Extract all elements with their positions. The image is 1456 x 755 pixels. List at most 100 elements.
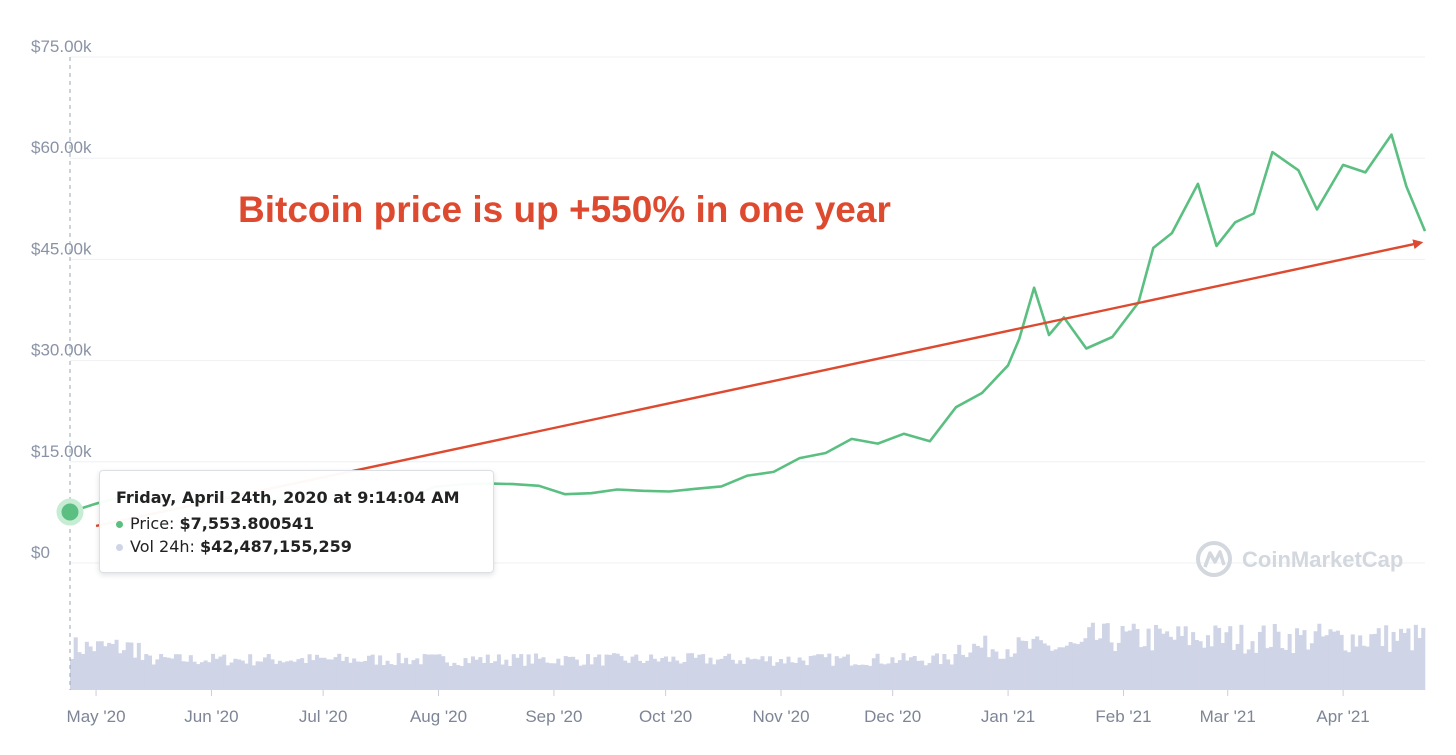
volume-bar	[170, 658, 175, 690]
volume-bar	[530, 663, 535, 690]
volume-bar	[983, 635, 988, 690]
tooltip-price-label: Price:	[130, 514, 175, 533]
volume-bar	[240, 660, 245, 690]
volume-bar	[181, 661, 186, 690]
volume-bar	[786, 656, 791, 690]
volume-bar	[1399, 628, 1404, 690]
volume-bar	[214, 658, 219, 690]
volume-bar	[318, 657, 323, 690]
volume-bar	[511, 654, 516, 690]
volume-bar	[675, 660, 680, 690]
volume-bar	[1354, 646, 1359, 690]
volume-bar	[470, 656, 475, 690]
volume-bar	[70, 658, 75, 690]
volume-bar	[908, 657, 913, 690]
volume-bar	[303, 663, 308, 690]
volume-bar	[960, 654, 965, 690]
volume-bar	[645, 660, 650, 690]
volume-bar	[541, 657, 546, 690]
volume-bar	[374, 664, 379, 690]
volume-bar	[1239, 624, 1244, 690]
volume-bar	[1335, 630, 1340, 690]
volume-bar	[979, 647, 984, 690]
volume-bar	[1228, 626, 1233, 690]
volume-bar	[1012, 653, 1017, 690]
volume-bar	[834, 656, 839, 690]
volume-bar	[1139, 647, 1144, 690]
volume-bar	[519, 654, 524, 690]
volume-bar	[133, 657, 138, 690]
volume-bar	[652, 658, 657, 690]
volume-bar	[682, 662, 687, 690]
volume-bar	[1072, 643, 1077, 690]
x-tick-label: Mar '21	[1200, 707, 1256, 726]
volume-bar	[1009, 656, 1014, 690]
volume-bar	[1313, 631, 1318, 690]
volume-bar	[188, 655, 193, 690]
y-tick-label: $15.00k	[31, 442, 92, 461]
volume-bar	[496, 654, 501, 690]
volume-bar	[1027, 648, 1032, 690]
volume-bar	[1120, 626, 1125, 690]
volume-bar	[637, 660, 642, 690]
volume-bar	[838, 658, 843, 690]
x-tick-label: Sep '20	[525, 707, 582, 726]
volume-bar	[905, 660, 910, 690]
volume-bar	[793, 662, 798, 690]
volume-bar	[1276, 631, 1281, 690]
volume-bar	[957, 644, 962, 690]
volume-bar	[478, 657, 483, 690]
volume-bar	[901, 653, 906, 690]
tooltip: Friday, April 24th, 2020 at 9:14:04 AM P…	[99, 470, 494, 573]
volume-bar	[567, 656, 572, 690]
volume-bar	[270, 659, 275, 690]
volume-bar	[110, 644, 115, 690]
volume-bar	[931, 655, 936, 690]
volume-bar	[140, 659, 145, 690]
volume-bar	[366, 655, 371, 690]
volume-bar	[1302, 630, 1307, 690]
volume-bar	[701, 654, 706, 690]
volume-bar	[300, 658, 305, 690]
volume-bar	[875, 653, 880, 690]
volume-bar	[444, 662, 449, 690]
volume-bar	[946, 659, 951, 690]
volume-bar	[1213, 625, 1218, 690]
volume-bar	[344, 656, 349, 690]
volume-bar	[1217, 627, 1222, 690]
volume-bar	[779, 659, 784, 690]
volume-bar	[459, 666, 464, 690]
volume-bar	[805, 665, 810, 690]
volume-bar	[348, 662, 353, 690]
coinmarketcap-watermark: CoinMarketCap	[1196, 541, 1403, 577]
volume-bar	[322, 657, 327, 690]
x-tick-label: May '20	[67, 707, 126, 726]
volume-bar	[463, 658, 468, 690]
volume-bar	[1024, 641, 1029, 690]
volume-bar	[1410, 650, 1415, 690]
volume-bar	[489, 663, 494, 690]
hover-point[interactable]	[56, 498, 84, 526]
volume-bar	[693, 657, 698, 690]
volume-bar	[879, 663, 884, 690]
volume-bar	[1417, 637, 1422, 690]
volume-bar	[147, 655, 152, 690]
volume-bar	[1083, 638, 1088, 690]
volume-bar	[886, 663, 891, 690]
volume-bar	[1361, 645, 1366, 690]
volume-bar	[686, 653, 691, 690]
volume-bar	[404, 657, 409, 690]
volume-bar	[229, 662, 234, 690]
volume-bar	[663, 656, 668, 690]
volume-bar	[500, 664, 505, 690]
volume-bar	[730, 659, 735, 690]
volume-bar	[597, 654, 602, 690]
volume-bar	[1287, 634, 1292, 690]
volume-bar	[883, 664, 888, 690]
volume-bar	[1079, 641, 1084, 690]
volume-bar	[890, 657, 895, 690]
volume-bar	[927, 663, 932, 690]
volume-bar	[1035, 636, 1040, 690]
volume-bar	[975, 645, 980, 690]
volume-bar	[1298, 635, 1303, 690]
